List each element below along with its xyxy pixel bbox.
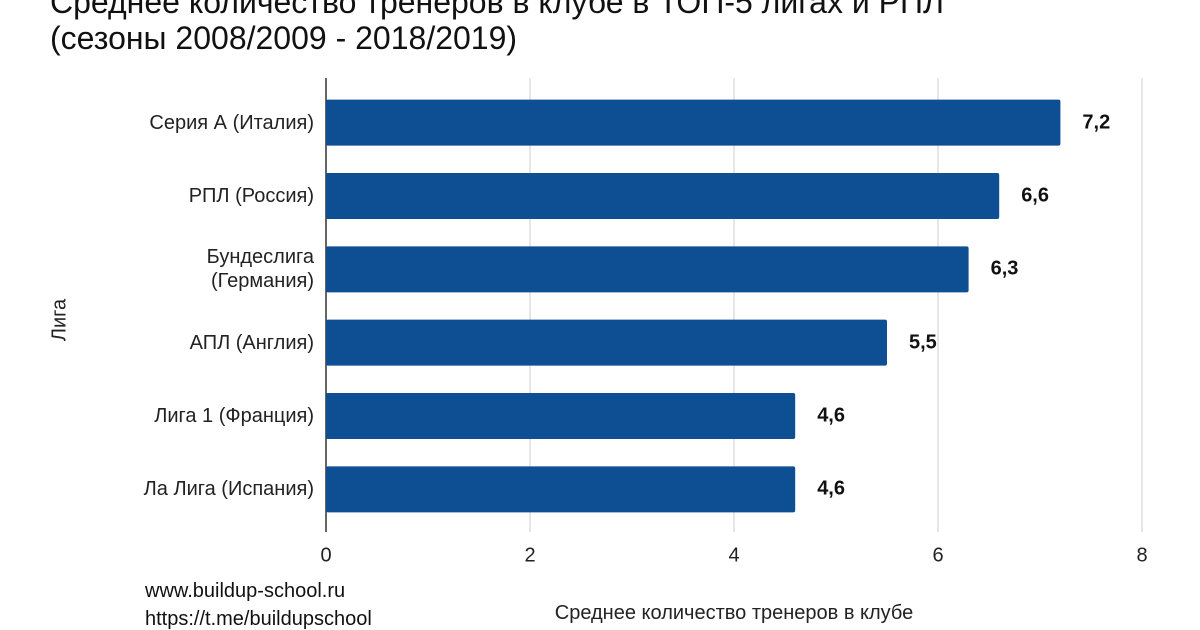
footer-line: https://t.me/buildupschool — [145, 608, 372, 630]
value-label: 5,5 — [909, 331, 937, 354]
y-tick-label: РПЛ (Россия) — [188, 185, 314, 207]
y-tick-label: Серия А (Италия) — [149, 111, 314, 134]
value-label: 7,2 — [1082, 111, 1111, 134]
bar — [326, 466, 796, 513]
footer-line: www.buildup-school.ru — [145, 580, 346, 602]
bar — [326, 246, 969, 293]
x-tick-label: 4 — [728, 544, 740, 567]
value-label: 6,3 — [990, 257, 1019, 280]
chart-title: Среднее количество тренеров в клубе в ТО… — [50, 0, 944, 20]
chart-subtitle: (сезоны 2008/2009 - 2018/2019) — [50, 20, 518, 56]
value-label: 6,6 — [1021, 184, 1049, 207]
value-label: 4,6 — [817, 404, 845, 427]
y-tick-label: Лига 1 (Франция) — [154, 405, 314, 427]
x-tick-label: 2 — [524, 544, 536, 567]
y-tick-label: Ла Лига (Испания) — [143, 478, 314, 501]
y-tick-label: Бундеслига (Германия) — [206, 246, 314, 293]
x-axis-title: Среднее количество тренеров в клубе — [554, 602, 914, 624]
x-tick-label: 6 — [932, 544, 944, 567]
bar — [326, 393, 796, 439]
bar — [326, 319, 887, 366]
x-tick-label: 8 — [1136, 544, 1148, 567]
bar — [326, 99, 1061, 146]
value-label: 4,6 — [817, 477, 845, 500]
x-tick-label: 0 — [320, 544, 332, 567]
y-tick-label: АПЛ (Англия) — [189, 331, 314, 354]
bar — [326, 173, 1000, 219]
